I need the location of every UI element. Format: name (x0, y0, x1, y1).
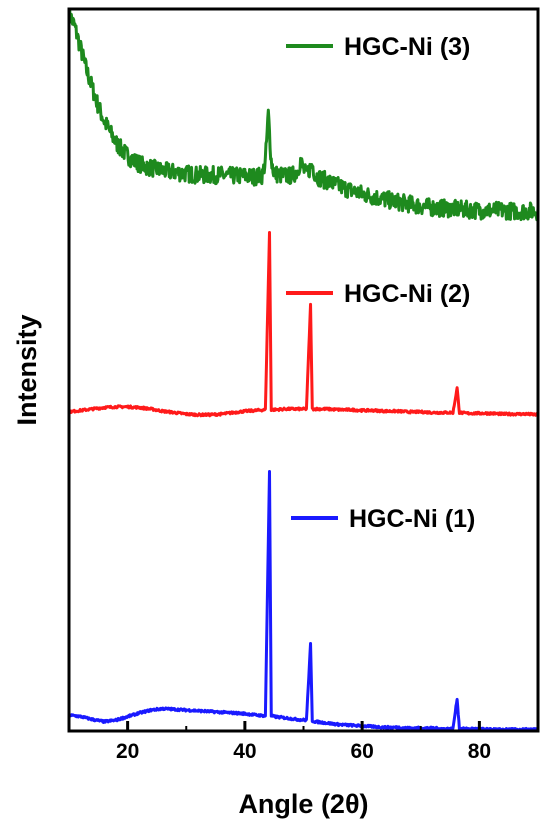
x-tick-label-40: 40 (233, 740, 256, 763)
axes-layer: 20 40 60 80 Angle (2θ) Intensity (12, 7, 540, 819)
legend-label-hgc-ni-1: HGC-Ni (1) (349, 505, 475, 533)
legend-label-hgc-ni-2: HGC-Ni (2) (344, 280, 470, 308)
y-axis-title: Intensity (12, 314, 42, 425)
legend-label-hgc-ni-3: HGC-Ni (3) (344, 33, 470, 61)
series-line-hgc-ni-2 (69, 230, 538, 418)
x-tick-label-20: 20 (116, 740, 139, 763)
plot-frame (67, 7, 540, 733)
series-layer (69, 9, 538, 731)
x-tick-label-80: 80 (468, 740, 491, 763)
series-line-hgc-ni-3 (69, 9, 538, 222)
x-tick-label-60: 60 (350, 740, 373, 763)
x-axis-title: Angle (2θ) (238, 789, 368, 819)
series-line-hgc-ni-1 (69, 470, 538, 731)
legend-layer: HGC-Ni (3) HGC-Ni (2) HGC-Ni (1) (286, 33, 475, 533)
